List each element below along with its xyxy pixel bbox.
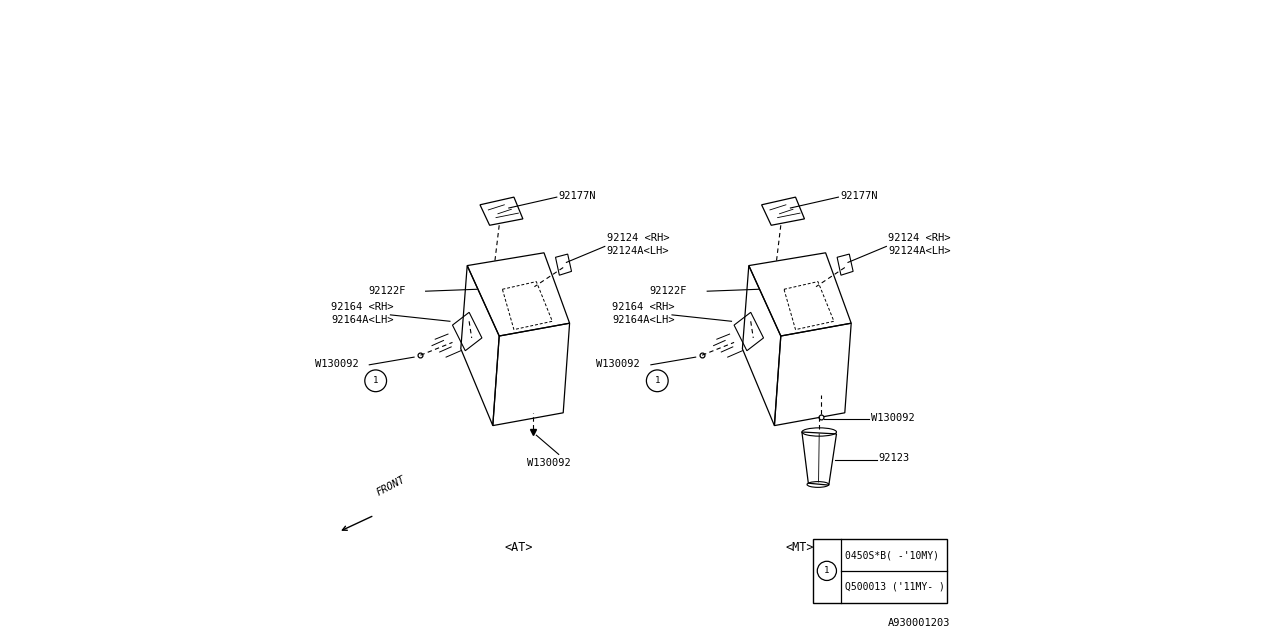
Text: 92164 <RH>
92164A<LH>: 92164 <RH> 92164A<LH>	[330, 302, 393, 325]
Bar	[813, 539, 947, 603]
Text: 0450S*B( -'10MY): 0450S*B( -'10MY)	[845, 550, 938, 561]
Text: 1: 1	[824, 566, 829, 575]
Text: 92164 <RH>
92164A<LH>: 92164 <RH> 92164A<LH>	[613, 302, 675, 325]
Text: 1: 1	[372, 376, 379, 385]
Text: 92122F: 92122F	[649, 285, 687, 296]
Text: W130092: W130092	[315, 358, 358, 369]
Text: <MT>: <MT>	[786, 541, 814, 554]
Text: 92123: 92123	[879, 453, 910, 463]
Text: 92177N: 92177N	[559, 191, 596, 202]
Text: W130092: W130092	[527, 458, 571, 468]
Text: <AT>: <AT>	[504, 541, 532, 554]
Text: W130092: W130092	[870, 413, 915, 423]
Text: 92122F: 92122F	[369, 285, 406, 296]
Text: 92177N: 92177N	[840, 191, 878, 202]
Text: 92124 <RH>
92124A<LH>: 92124 <RH> 92124A<LH>	[607, 233, 669, 256]
Text: 1: 1	[654, 376, 660, 385]
Text: FRONT: FRONT	[375, 474, 407, 497]
Text: Q500013 ('11MY- ): Q500013 ('11MY- )	[845, 581, 945, 591]
Text: 92124 <RH>
92124A<LH>: 92124 <RH> 92124A<LH>	[888, 233, 951, 256]
Text: A930001203: A930001203	[888, 618, 950, 628]
Text: W130092: W130092	[596, 358, 640, 369]
